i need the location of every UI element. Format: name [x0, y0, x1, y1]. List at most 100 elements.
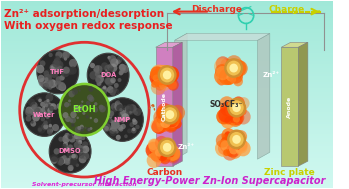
Circle shape [168, 119, 178, 130]
Circle shape [166, 116, 177, 127]
Circle shape [78, 146, 85, 153]
Circle shape [225, 131, 231, 138]
Circle shape [96, 84, 104, 92]
Circle shape [155, 136, 168, 150]
Circle shape [65, 116, 71, 122]
Circle shape [64, 57, 67, 61]
Circle shape [96, 75, 104, 84]
Circle shape [217, 76, 226, 86]
Circle shape [89, 71, 98, 80]
Circle shape [216, 109, 231, 124]
Circle shape [233, 76, 243, 86]
Circle shape [55, 61, 64, 69]
Circle shape [82, 141, 88, 148]
Circle shape [76, 117, 79, 119]
Circle shape [86, 101, 90, 106]
Circle shape [225, 74, 235, 85]
Circle shape [44, 78, 49, 84]
Circle shape [157, 70, 170, 84]
Circle shape [223, 117, 231, 125]
Circle shape [42, 106, 49, 114]
Circle shape [101, 62, 108, 70]
Text: Carbon: Carbon [146, 168, 183, 177]
Circle shape [69, 155, 72, 159]
Circle shape [79, 155, 87, 163]
Circle shape [61, 144, 67, 149]
Circle shape [220, 102, 234, 116]
Circle shape [31, 104, 37, 110]
Circle shape [109, 67, 112, 70]
Circle shape [225, 105, 236, 116]
Circle shape [157, 150, 168, 161]
Circle shape [223, 145, 237, 161]
Circle shape [49, 79, 57, 88]
Circle shape [172, 115, 178, 122]
Circle shape [55, 51, 62, 59]
Circle shape [150, 151, 161, 161]
Text: Zn²⁺ adsorption/desorption: Zn²⁺ adsorption/desorption [3, 9, 164, 19]
Circle shape [107, 64, 113, 70]
Circle shape [127, 129, 132, 133]
Circle shape [132, 128, 135, 131]
Circle shape [116, 104, 124, 112]
Circle shape [70, 119, 73, 122]
Circle shape [88, 86, 94, 92]
Circle shape [116, 116, 122, 123]
Circle shape [232, 103, 241, 112]
Circle shape [166, 144, 172, 150]
Circle shape [114, 83, 119, 88]
Circle shape [230, 60, 246, 77]
Circle shape [36, 97, 40, 101]
Circle shape [221, 140, 230, 151]
Circle shape [82, 112, 86, 115]
Circle shape [71, 154, 76, 158]
Text: Solvent-precursor interaction: Solvent-precursor interaction [32, 182, 137, 187]
Circle shape [95, 72, 100, 77]
Circle shape [164, 118, 178, 133]
Circle shape [99, 105, 106, 112]
Circle shape [235, 72, 242, 79]
Circle shape [69, 59, 77, 67]
Circle shape [104, 89, 107, 93]
Circle shape [67, 158, 70, 161]
Circle shape [109, 64, 117, 72]
Circle shape [147, 141, 161, 155]
Circle shape [94, 118, 98, 123]
Circle shape [157, 145, 166, 155]
Circle shape [75, 163, 79, 167]
Circle shape [157, 65, 173, 82]
Circle shape [123, 118, 126, 122]
Circle shape [220, 136, 236, 153]
Circle shape [111, 120, 120, 129]
Circle shape [28, 98, 35, 106]
Circle shape [60, 75, 65, 81]
Circle shape [119, 127, 124, 132]
Circle shape [236, 109, 251, 125]
Circle shape [25, 107, 32, 114]
Circle shape [119, 108, 122, 111]
Circle shape [68, 135, 73, 139]
Circle shape [227, 61, 241, 75]
Circle shape [44, 80, 51, 88]
Circle shape [166, 146, 173, 153]
Circle shape [73, 105, 76, 108]
Circle shape [229, 69, 243, 84]
Circle shape [107, 56, 111, 59]
Circle shape [165, 148, 180, 163]
Circle shape [34, 107, 40, 114]
Circle shape [56, 65, 63, 73]
Circle shape [128, 104, 137, 113]
Circle shape [223, 70, 231, 78]
Circle shape [79, 105, 84, 110]
Circle shape [67, 144, 74, 151]
Circle shape [52, 60, 60, 68]
Circle shape [220, 73, 231, 85]
Circle shape [157, 121, 163, 127]
Circle shape [164, 66, 179, 82]
Circle shape [237, 137, 246, 147]
Circle shape [156, 117, 171, 132]
Circle shape [58, 82, 66, 90]
Circle shape [79, 152, 82, 155]
Circle shape [102, 123, 111, 132]
Circle shape [99, 89, 107, 97]
